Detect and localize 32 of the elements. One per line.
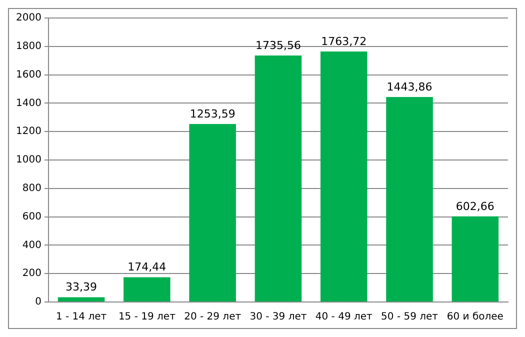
bar (189, 124, 236, 302)
x-tick-label: 20 - 29 лет (184, 312, 242, 323)
bar (386, 96, 433, 302)
data-label: 33,39 (66, 280, 98, 294)
y-tick-label: 2000 (16, 12, 42, 24)
data-label: 1253,59 (190, 107, 236, 120)
x-tick-label: 30 - 39 лет (250, 312, 307, 323)
bar (320, 52, 368, 302)
data-label: 174,44 (128, 260, 166, 274)
y-tick-label: 1600 (16, 69, 42, 80)
x-tick-label: 1 - 14 лет (56, 312, 107, 323)
y-tick-label: 0 (35, 296, 42, 308)
y-tick-label: 600 (22, 211, 42, 222)
y-tick-label: 400 (22, 240, 42, 251)
y-tick-label: 1200 (16, 126, 42, 138)
bar (452, 216, 499, 302)
y-tick-label: 800 (22, 182, 42, 194)
data-label: 602,66 (456, 200, 494, 213)
data-label: 1735,56 (255, 38, 301, 52)
y-tick-label: 200 (22, 268, 42, 280)
x-tick-label: 50 - 59 лет (381, 312, 438, 323)
x-tick-label: 40 - 49 лет (315, 312, 373, 323)
y-tick-label: 1400 (16, 98, 42, 109)
bar (58, 297, 105, 302)
data-label: 1763,72 (321, 34, 367, 48)
bar (254, 56, 302, 302)
y-tick-label: 1000 (16, 154, 42, 166)
bar (124, 277, 170, 302)
data-label: 1443,86 (386, 80, 432, 94)
x-tick-label: 60 и более (446, 312, 504, 323)
y-tick-label: 1800 (16, 40, 42, 52)
x-tick-label: 15 - 19 лет (118, 312, 176, 323)
